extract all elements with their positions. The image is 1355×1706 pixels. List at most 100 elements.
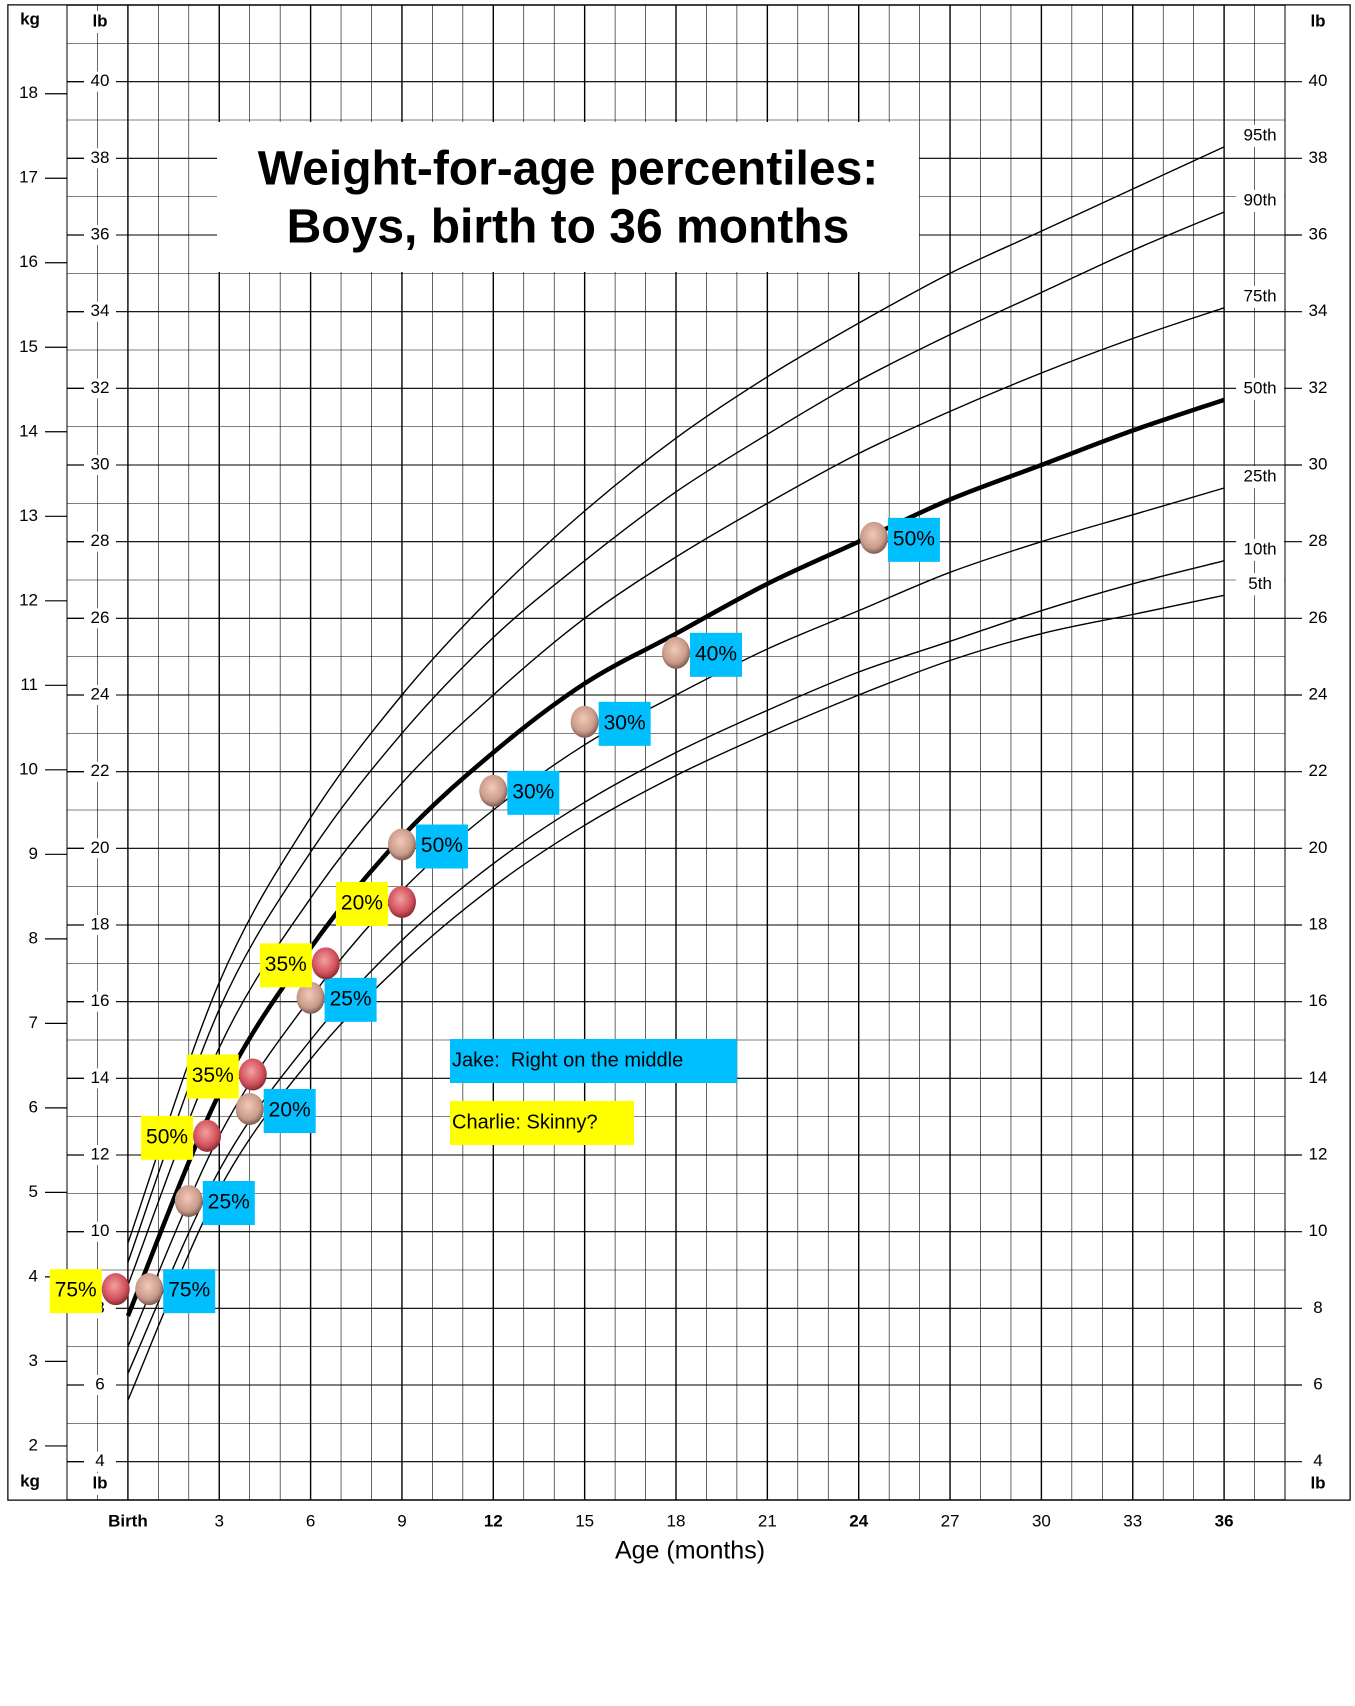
y2-tick-label: 16: [19, 252, 38, 271]
legend-label: Jake: Right on the middle: [452, 1049, 683, 1071]
x-tick-label: 21: [758, 1511, 777, 1530]
y-tick-label: 34: [91, 301, 110, 320]
y-tick-label: 12: [1309, 1144, 1328, 1163]
face-point: [135, 1273, 163, 1305]
x-tick-label: 9: [397, 1511, 406, 1530]
curve-label: 25th: [1244, 466, 1277, 485]
y-tick-label: 24: [1309, 684, 1328, 703]
y-tick-label: 18: [91, 914, 110, 933]
y-axis-unit: lb: [92, 1473, 107, 1492]
y-tick-label: 8: [1313, 1298, 1322, 1317]
y2-tick-label: 3: [29, 1351, 38, 1370]
percentile-label: 50%: [893, 527, 935, 550]
face-point: [388, 829, 416, 861]
y-tick-label: 14: [91, 1068, 110, 1087]
x-tick-label: 36: [1215, 1511, 1234, 1530]
y2-tick-label: 13: [19, 506, 38, 525]
y-tick-label: 30: [1309, 454, 1328, 473]
x-tick-label: 3: [215, 1511, 224, 1530]
percentile-label: 30%: [604, 711, 646, 734]
y2-tick-label: 7: [29, 1013, 38, 1032]
percentile-label: 50%: [421, 834, 463, 857]
y2-tick-label: 14: [19, 421, 38, 440]
y-tick-label: 20: [91, 838, 110, 857]
y-tick-label: 4: [1313, 1451, 1322, 1470]
y-tick-label: 10: [91, 1221, 110, 1240]
face-point: [479, 775, 507, 807]
y-tick-label: 32: [1309, 378, 1328, 397]
x-axis-label: Age (months): [615, 1537, 765, 1565]
y-tick-label: 36: [1309, 224, 1328, 243]
y-tick-label: 4: [95, 1451, 104, 1470]
x-tick-label: 12: [484, 1511, 503, 1530]
y2-tick-label: 6: [29, 1097, 38, 1116]
curve-label: 10th: [1244, 539, 1277, 558]
y-tick-label: 24: [91, 684, 110, 703]
curve-label: 95th: [1244, 125, 1277, 144]
y-tick-label: 16: [91, 991, 110, 1010]
y-tick-label: 14: [1309, 1068, 1328, 1087]
y-tick-label: 16: [1309, 991, 1328, 1010]
y2-tick-label: 11: [20, 675, 38, 694]
percentile-label: 35%: [192, 1064, 234, 1087]
x-tick-label: 15: [575, 1511, 594, 1530]
face-point: [102, 1273, 130, 1305]
y-tick-label: 30: [91, 454, 110, 473]
face-point: [571, 706, 599, 738]
y-tick-label: 38: [91, 148, 110, 167]
x-tick-label: 27: [941, 1511, 960, 1530]
curve-label: 5th: [1248, 574, 1272, 593]
y-tick-label: 22: [91, 761, 110, 780]
x-tick-label: 30: [1032, 1511, 1051, 1530]
y-axis-unit: lb: [92, 11, 107, 30]
y-tick-label: 26: [91, 608, 110, 627]
x-tick-label: 24: [849, 1511, 868, 1530]
percentile-label: 25%: [208, 1191, 250, 1214]
chart: Birth36912151821242730333644668810101212…: [0, 0, 1355, 1706]
y2-tick-label: 2: [29, 1435, 38, 1454]
y-tick-label: 18: [1309, 914, 1328, 933]
curve-label: 75th: [1244, 286, 1277, 305]
y2-tick-label: 5: [29, 1182, 38, 1201]
y2-tick-label: 10: [19, 759, 38, 778]
legend-label: Charlie: Skinny?: [452, 1111, 598, 1133]
face-point: [236, 1093, 264, 1125]
y-tick-label: 36: [91, 224, 110, 243]
percentile-label: 50%: [146, 1125, 188, 1148]
y-tick-label: 34: [1309, 301, 1328, 320]
percentile-label: 35%: [265, 953, 307, 976]
chart-title: Weight-for-age percentiles:: [258, 143, 879, 196]
y-tick-label: 26: [1309, 608, 1328, 627]
y-tick-label: 20: [1309, 838, 1328, 857]
y2-tick-label: 4: [29, 1266, 38, 1285]
y2-tick-label: 9: [29, 844, 38, 863]
percentile-label: 30%: [512, 780, 554, 803]
y2-tick-label: 12: [19, 590, 38, 609]
face-point: [239, 1059, 267, 1091]
percentile-label: 75%: [168, 1279, 210, 1302]
curve-label: 90th: [1244, 190, 1277, 209]
y-tick-label: 10: [1309, 1221, 1328, 1240]
face-point: [388, 886, 416, 918]
y2-axis-unit: kg: [20, 1471, 40, 1490]
y-tick-label: 12: [91, 1144, 110, 1163]
y2-tick-label: 15: [19, 337, 38, 356]
percentile-label: 75%: [55, 1279, 97, 1302]
x-tick-label: 33: [1123, 1511, 1142, 1530]
chart-subtitle: Boys, birth to 36 months: [287, 201, 850, 254]
y2-tick-label: 8: [29, 928, 38, 947]
x-tick-label: 18: [667, 1511, 686, 1530]
y-tick-label: 22: [1309, 761, 1328, 780]
percentile-label: 25%: [330, 987, 372, 1010]
face-point: [193, 1120, 221, 1152]
y-tick-label: 38: [1309, 148, 1328, 167]
y-tick-label: 40: [91, 71, 110, 90]
face-point: [662, 637, 690, 669]
y2-tick-label: 18: [19, 83, 38, 102]
face-point: [175, 1185, 203, 1217]
y-tick-label: 40: [1309, 71, 1328, 90]
y-axis-unit: lb: [1310, 1473, 1325, 1492]
y-tick-label: 28: [1309, 531, 1328, 550]
percentile-label: 20%: [341, 892, 383, 915]
y-axis-unit: lb: [1310, 11, 1325, 30]
